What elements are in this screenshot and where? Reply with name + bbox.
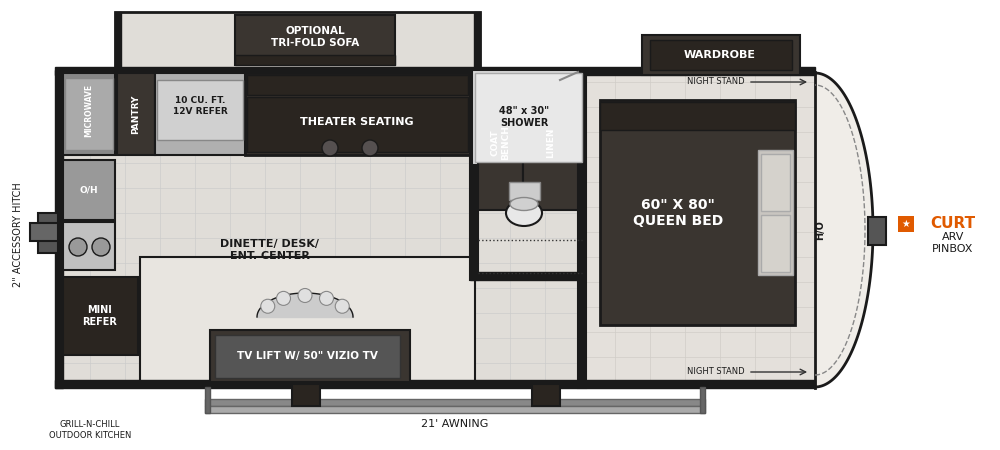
Bar xyxy=(55,70,63,388)
Bar xyxy=(30,223,58,241)
Bar xyxy=(578,72,586,388)
Bar xyxy=(140,257,475,382)
Polygon shape xyxy=(815,73,873,387)
Text: LINEN: LINEN xyxy=(546,128,556,158)
Text: ★: ★ xyxy=(902,219,910,229)
Bar xyxy=(157,80,243,140)
Bar xyxy=(65,78,113,150)
Bar xyxy=(247,75,468,95)
Bar xyxy=(205,399,705,406)
Bar xyxy=(235,15,395,65)
Bar xyxy=(235,55,395,65)
Circle shape xyxy=(92,238,110,256)
Bar xyxy=(245,73,470,155)
Text: DINETTE/ DESK/
ENT. CENTER: DINETTE/ DESK/ ENT. CENTER xyxy=(220,239,320,261)
Bar xyxy=(63,73,115,155)
Bar xyxy=(117,73,155,155)
Bar xyxy=(63,160,115,220)
Text: PANTRY: PANTRY xyxy=(132,94,140,134)
Text: O/H: O/H xyxy=(80,185,98,194)
Text: COAT
BENCH: COAT BENCH xyxy=(490,126,510,161)
Text: WARDROBE: WARDROBE xyxy=(684,50,756,60)
Bar xyxy=(470,70,478,280)
Bar xyxy=(55,67,815,75)
Bar xyxy=(63,222,115,270)
Text: NIGHT STAND: NIGHT STAND xyxy=(687,368,745,377)
Circle shape xyxy=(69,238,87,256)
Bar xyxy=(215,335,400,378)
Text: MICROWAVE: MICROWAVE xyxy=(84,83,94,136)
Bar xyxy=(650,40,792,70)
Bar xyxy=(63,277,138,355)
Bar xyxy=(38,213,58,253)
Text: 2" ACCESSORY HITCH: 2" ACCESSORY HITCH xyxy=(13,183,23,288)
Text: TV LIFT W/ 50" VIZIO TV: TV LIFT W/ 50" VIZIO TV xyxy=(237,351,377,361)
Text: H/O: H/O xyxy=(815,220,825,240)
Circle shape xyxy=(320,292,334,306)
Bar xyxy=(155,73,245,155)
Text: MINI
REFER: MINI REFER xyxy=(83,305,117,327)
Bar xyxy=(115,12,121,75)
Text: NIGHT STAND: NIGHT STAND xyxy=(687,77,745,86)
Bar xyxy=(898,216,914,232)
Bar xyxy=(758,150,793,275)
Bar xyxy=(600,100,795,325)
Text: ARV
PINBOX: ARV PINBOX xyxy=(932,232,973,254)
Bar xyxy=(700,387,705,413)
Text: 60" X 80"
QUEEN BED: 60" X 80" QUEEN BED xyxy=(633,198,723,228)
Circle shape xyxy=(298,288,312,302)
Text: GRILL-N-CHILL
OUTDOOR KITCHEN: GRILL-N-CHILL OUTDOOR KITCHEN xyxy=(49,420,131,440)
Bar xyxy=(470,272,585,280)
Bar xyxy=(205,406,705,413)
Text: 48" x 30"
SHOWER: 48" x 30" SHOWER xyxy=(499,106,549,128)
Bar xyxy=(55,70,815,388)
Text: THEATER SEATING: THEATER SEATING xyxy=(300,117,414,127)
Circle shape xyxy=(261,299,275,313)
Text: CURT: CURT xyxy=(930,216,975,231)
Bar xyxy=(532,384,560,406)
Bar xyxy=(478,77,523,210)
Bar xyxy=(761,154,790,211)
Bar xyxy=(474,12,480,75)
Ellipse shape xyxy=(506,200,542,226)
Bar xyxy=(600,102,795,130)
Circle shape xyxy=(335,299,349,313)
Bar xyxy=(210,330,410,382)
Ellipse shape xyxy=(510,198,538,211)
Circle shape xyxy=(322,140,338,156)
Bar xyxy=(115,12,480,70)
Text: 21' AWNING: 21' AWNING xyxy=(421,419,489,429)
Bar xyxy=(868,217,886,245)
Bar xyxy=(761,215,790,272)
Bar xyxy=(642,35,800,75)
Circle shape xyxy=(276,292,290,306)
Bar xyxy=(55,380,815,388)
Bar xyxy=(247,97,468,152)
Text: OPTIONAL
TRI-FOLD SOFA: OPTIONAL TRI-FOLD SOFA xyxy=(271,26,359,48)
Circle shape xyxy=(362,140,378,156)
Text: 10 CU. FT.
12V REFER: 10 CU. FT. 12V REFER xyxy=(173,96,227,116)
Bar xyxy=(475,73,582,162)
Bar xyxy=(292,384,320,406)
Bar xyxy=(509,182,540,200)
Bar xyxy=(580,72,815,382)
Bar xyxy=(523,77,580,210)
Bar xyxy=(205,387,210,413)
Bar xyxy=(472,70,585,165)
